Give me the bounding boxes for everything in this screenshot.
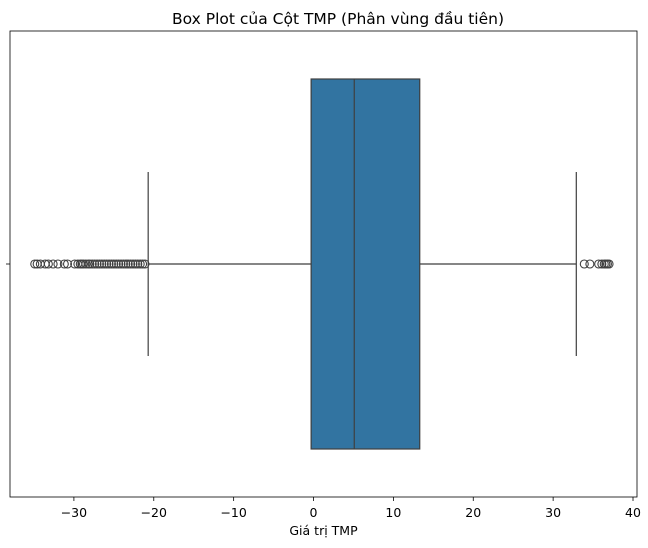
x-axis-label: Giá trị TMP (289, 523, 358, 538)
x-tick-label: 10 (385, 505, 401, 520)
outlier-point (109, 259, 119, 269)
outlier-point (123, 259, 133, 269)
outlier-point (102, 259, 112, 269)
x-tick-label: 0 (310, 505, 318, 520)
interquartile-box (310, 78, 421, 450)
outlier-point (53, 259, 63, 269)
outlier-point (59, 259, 69, 269)
outlier-point (116, 259, 126, 269)
outlier-point (585, 259, 595, 269)
outlier-point (30, 259, 40, 269)
outlier-point (90, 259, 100, 269)
outlier-point (104, 259, 114, 269)
outlier-point (70, 259, 80, 269)
outlier-point (78, 259, 89, 269)
x-tick-label: −30 (61, 505, 87, 520)
outlier-point (94, 259, 105, 269)
x-tick-label: −20 (141, 505, 167, 520)
outlier-point (43, 259, 53, 269)
outlier-point (97, 259, 107, 269)
outlier-point (140, 259, 150, 269)
outlier-point (99, 259, 109, 269)
outlier-point (135, 259, 145, 269)
outlier-point (85, 259, 95, 269)
outlier-point (62, 259, 73, 269)
outlier-point (106, 259, 116, 269)
plot-area (30, 78, 614, 450)
outlier-point (114, 259, 124, 269)
outlier-point (118, 259, 128, 269)
x-tick-label: 30 (545, 505, 561, 520)
x-tick-label: 20 (465, 505, 481, 520)
chart-title: Box Plot của Cột TMP (Phân vùng đầu tiên… (172, 10, 504, 28)
outlier-point (81, 259, 91, 269)
outlier-point (48, 259, 58, 269)
outlier-point (594, 259, 604, 269)
outlier-point (92, 259, 102, 269)
x-axis: −30 −20 −10 0 10 20 30 40 (61, 497, 641, 520)
outlier-point (579, 259, 589, 269)
outlier-point (128, 259, 138, 269)
outlier-point (138, 259, 148, 269)
x-tick-label: 40 (625, 505, 641, 520)
outlier-point (111, 259, 121, 269)
outlier-point (597, 259, 607, 269)
outlier-point (87, 259, 97, 269)
outlier-point (133, 259, 143, 269)
x-tick-label: −10 (220, 505, 246, 520)
outlier-point (604, 259, 614, 269)
outlier-point (121, 259, 131, 269)
outlier-point (130, 259, 140, 269)
outlier-point (126, 259, 136, 269)
